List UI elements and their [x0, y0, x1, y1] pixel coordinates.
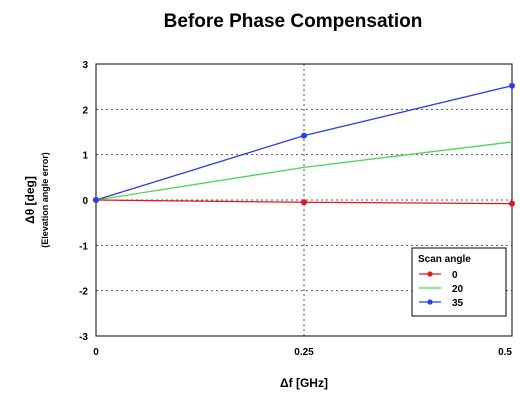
y-axis-sublabel: (Elevation angle error)	[40, 152, 50, 248]
y-tick-label: -1	[79, 241, 88, 252]
legend-title: Scan angle	[418, 254, 471, 265]
y-tick-label: -2	[79, 287, 88, 298]
y-tick-label: 2	[82, 105, 88, 116]
y-tick-label: -3	[79, 332, 88, 343]
y-axis-label: Δθ [deg]	[23, 176, 37, 224]
x-tick-label: 0.5	[498, 347, 512, 358]
legend-label-20: 20	[452, 284, 464, 295]
x-tick-label: 0	[93, 347, 99, 358]
tick-labels: -3 -2 -1 0 1 2 3 0 0.25 0.5	[79, 60, 512, 358]
y-tick-label: 1	[82, 151, 88, 162]
y-tick-label: 3	[82, 60, 88, 71]
x-axis-label: Δf [GHz]	[280, 376, 328, 390]
series-point-35	[509, 82, 515, 89]
series-line-20	[95, 141, 513, 201]
legend-label-0: 0	[452, 270, 458, 281]
x-tick-label: 0.25	[294, 347, 314, 358]
legend: Scan angle 0 20 35	[411, 247, 507, 317]
legend-marker-0	[427, 271, 433, 277]
series-point-0	[301, 199, 307, 206]
series-point-35	[93, 197, 99, 203]
legend-box	[411, 247, 507, 317]
legend-label-35: 35	[452, 298, 464, 309]
chart-title: Before Phase Compensation	[164, 11, 423, 32]
series-point-35	[301, 132, 307, 139]
legend-marker-35	[427, 299, 433, 305]
series-line-35	[95, 85, 513, 201]
legend-items: 0 20 35	[419, 270, 464, 309]
series	[93, 82, 515, 207]
y-tick-label: 0	[82, 196, 88, 207]
series-point-0	[509, 200, 515, 207]
